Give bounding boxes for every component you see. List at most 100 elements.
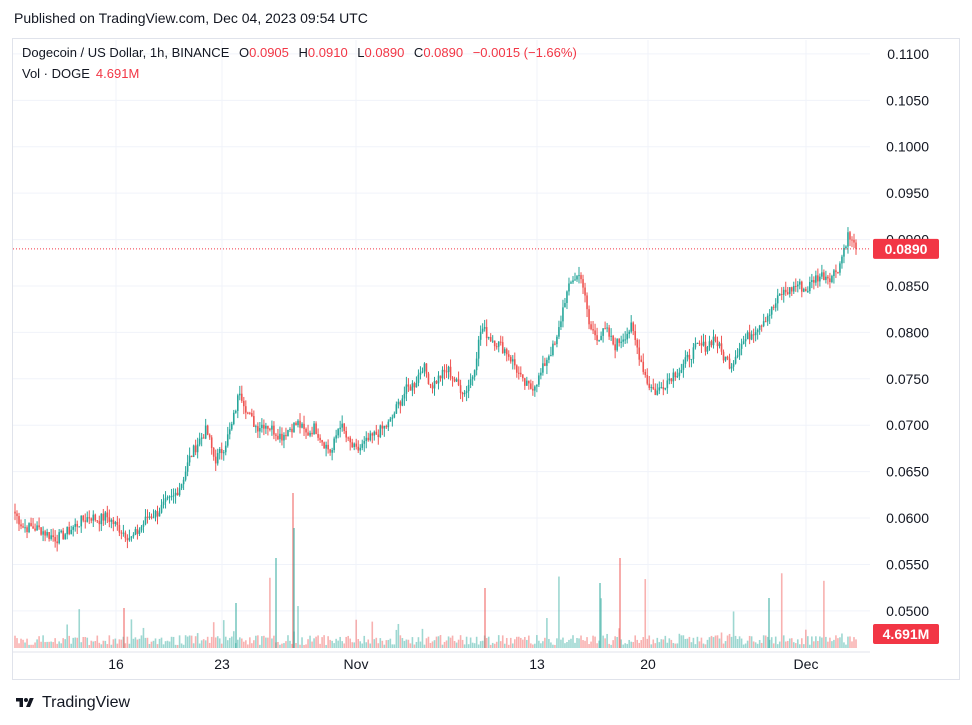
- volume-bar: [154, 638, 157, 648]
- candle-body: [232, 412, 235, 425]
- candle-body: [829, 278, 831, 283]
- candle-body: [546, 359, 548, 366]
- volume-bar: [503, 643, 506, 648]
- volume-bar: [60, 643, 62, 648]
- volume-bar: [64, 639, 66, 648]
- volume-bar: [528, 635, 530, 648]
- candle-body: [461, 392, 464, 395]
- low-value: 0.0890: [364, 45, 405, 60]
- volume-bar: [70, 643, 73, 648]
- volume-bar: [343, 643, 345, 648]
- volume-bar: [584, 640, 586, 648]
- candle-body: [375, 431, 378, 435]
- volume-bar: [359, 641, 362, 648]
- volume-bar: [407, 639, 410, 648]
- candle-body: [88, 517, 91, 519]
- candle-body: [150, 516, 153, 518]
- candle-body: [210, 437, 213, 448]
- volume-bar: [453, 640, 456, 648]
- candle-body: [536, 384, 538, 387]
- candle-body: [744, 339, 747, 342]
- candle-body: [116, 522, 119, 526]
- volume-bar: [658, 642, 661, 648]
- volume-bar: [188, 635, 191, 648]
- last-price-tag-label: 0.0890: [885, 241, 928, 257]
- time-axis: 16 23 Nov 13 20 Dec: [108, 656, 818, 672]
- candle-body: [596, 335, 598, 341]
- volume-bar: [546, 618, 548, 648]
- candle-body: [686, 354, 689, 358]
- candle-body: [192, 445, 195, 457]
- volume-bar: [287, 635, 289, 648]
- candle-body: [594, 330, 596, 336]
- candle-body: [234, 410, 237, 413]
- brand-footer[interactable]: TradingView: [14, 694, 130, 712]
- candle-body: [66, 527, 68, 535]
- candle-body: [196, 444, 199, 453]
- volume-bar: [417, 637, 420, 648]
- candle-body: [604, 328, 606, 330]
- candle-body: [562, 307, 564, 322]
- candle-body: [212, 447, 215, 457]
- volume-bar: [40, 641, 42, 648]
- volume-bar: [479, 641, 482, 648]
- volume-bar: [349, 638, 351, 648]
- volume-bar: [315, 636, 317, 648]
- volume-bar: [245, 640, 247, 648]
- candle-body: [634, 331, 637, 340]
- candle-body: [152, 517, 155, 519]
- candle-body: [311, 432, 313, 435]
- candle-body: [222, 452, 225, 454]
- volume-bar: [536, 635, 538, 648]
- y-tick-label: 0.0700: [886, 417, 929, 433]
- volume-bar: [178, 635, 181, 648]
- candle-body: [493, 340, 496, 347]
- volume-bar: [401, 638, 404, 648]
- volume-bar: [333, 643, 335, 648]
- candle-body: [120, 532, 123, 534]
- candle-body: [552, 343, 554, 356]
- candle-body: [401, 398, 404, 406]
- candle-body: [40, 527, 42, 535]
- x-tick-label: Nov: [344, 656, 369, 672]
- candle-body: [299, 420, 301, 428]
- volume-bar: [634, 635, 637, 648]
- volume-bar: [505, 637, 508, 648]
- candle-body: [44, 531, 46, 536]
- candle-body: [574, 279, 576, 281]
- volume-bar: [604, 638, 606, 648]
- volume-bar: [353, 642, 356, 648]
- volume-bar: [20, 638, 22, 648]
- volume-bar: [423, 644, 426, 648]
- volume-bar: [126, 636, 129, 648]
- candle-body: [140, 526, 143, 531]
- volume-bar: [515, 636, 518, 648]
- candle-body: [465, 391, 468, 393]
- candle-body: [132, 534, 135, 537]
- brand-name: TradingView: [42, 694, 131, 711]
- candle-body: [443, 369, 446, 372]
- volume-bar: [38, 636, 40, 648]
- volume-bar: [224, 636, 227, 648]
- candle-body: [214, 456, 217, 464]
- symbol-name: Dogecoin / US Dollar, 1h, BINANCE: [22, 45, 230, 60]
- volume-bar: [22, 639, 24, 648]
- candle-body: [497, 341, 500, 347]
- y-tick-label: 0.0750: [886, 371, 929, 387]
- candle-body: [479, 331, 482, 340]
- volume-bar: [698, 641, 701, 648]
- volume-bar: [666, 642, 669, 648]
- candle-body: [70, 529, 73, 534]
- candle-body: [383, 425, 386, 429]
- volume-bar: [811, 636, 813, 648]
- volume-bar: [624, 643, 626, 648]
- candle-body: [293, 422, 295, 433]
- candle-body: [393, 413, 396, 418]
- candle-body: [220, 448, 223, 454]
- volume-bar: [311, 641, 313, 648]
- volume-bar: [684, 638, 687, 648]
- candle-body: [369, 433, 372, 441]
- y-tick-label: 0.0850: [886, 278, 929, 294]
- volume-bar: [429, 642, 432, 648]
